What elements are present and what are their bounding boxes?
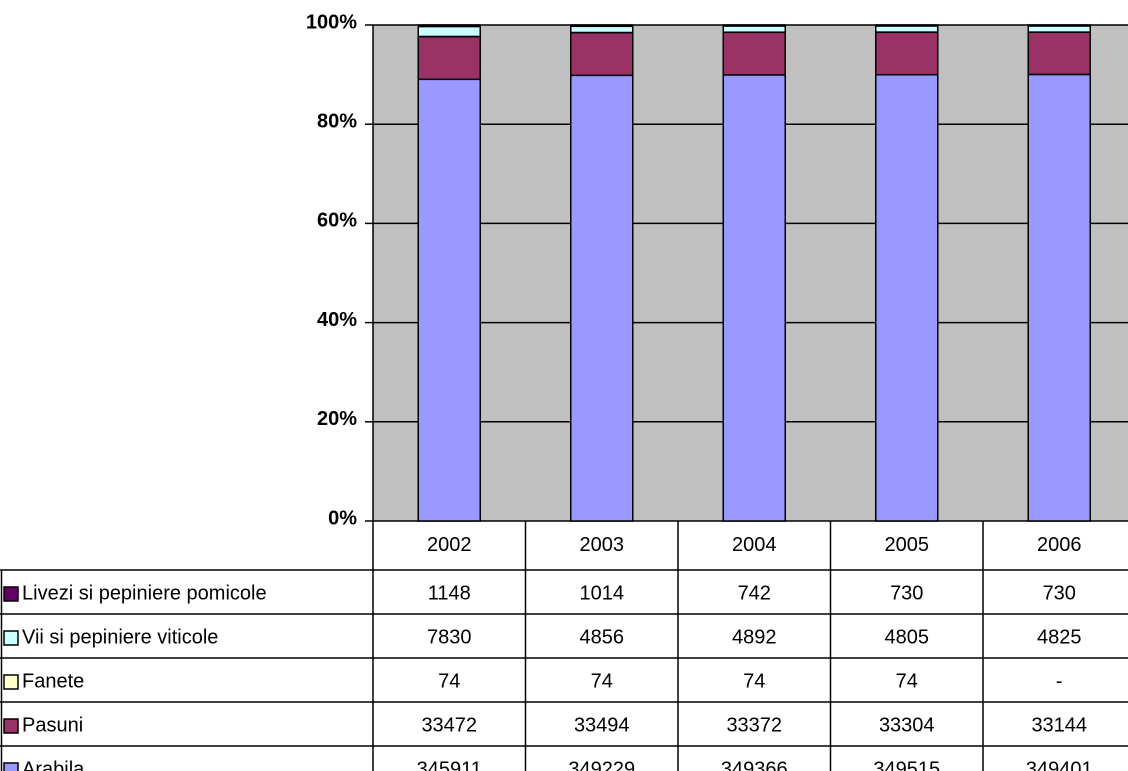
table-value: 33494 [574, 714, 630, 736]
bar-segment [570, 74, 634, 522]
table-value: 345911 [417, 758, 482, 771]
table-value: 4825 [1037, 626, 1082, 648]
table-value: 4805 [885, 626, 930, 648]
bar-segment [417, 25, 481, 38]
legend-key [3, 762, 19, 771]
table-value: 1014 [580, 582, 625, 604]
y-tick-label: 100% [306, 11, 357, 33]
table-value: 33304 [879, 714, 935, 736]
bar-segment [722, 24, 786, 27]
table-value: 33144 [1031, 714, 1087, 736]
table-value: 4856 [580, 626, 625, 648]
legend-label: Vii si pepiniere viticole [22, 626, 218, 648]
bar-segment [417, 35, 481, 81]
table-value: 74 [438, 670, 460, 692]
table-value: 33372 [726, 714, 782, 736]
table-value: 730 [1043, 582, 1076, 604]
table-value: 349366 [721, 758, 788, 771]
y-tick-label: 60% [317, 210, 357, 232]
legend-label: Livezi si pepiniere pomicole [22, 582, 267, 604]
bar-segment [1027, 24, 1091, 27]
x-tick-label: 2003 [580, 534, 625, 556]
bar-segment [722, 74, 786, 522]
legend-key [3, 630, 19, 646]
legend-label: Fanete [22, 670, 84, 692]
table-value: 349401 [1026, 758, 1093, 771]
bar-segment [722, 31, 786, 76]
legend-label: Pasuni [22, 714, 83, 736]
bar-segment [722, 25, 786, 33]
table-value: 7830 [427, 626, 472, 648]
table-value: 4892 [732, 626, 777, 648]
y-tick-label: 80% [317, 110, 357, 132]
legend-key [3, 586, 19, 602]
table-value: - [1056, 670, 1063, 692]
bar-segment [875, 73, 939, 522]
bar-segment [875, 31, 939, 76]
y-tick-label: 20% [317, 408, 357, 430]
legend-key [3, 718, 19, 734]
table-value: 33472 [421, 714, 477, 736]
table-value: 1148 [428, 582, 471, 604]
bar-segment [417, 24, 481, 28]
table-value: 349229 [568, 758, 635, 771]
bar-segment [570, 31, 634, 77]
bar-segment [417, 78, 481, 522]
bar-segment [875, 25, 939, 33]
x-tick-label: 2004 [732, 534, 777, 556]
table-value: 74 [743, 670, 765, 692]
table-value: 74 [896, 670, 918, 692]
x-tick-label: 2002 [427, 534, 472, 556]
bar-segment [570, 24, 634, 28]
y-tick-label: 0% [328, 507, 357, 529]
y-tick-label: 40% [317, 309, 357, 331]
bar-segment [570, 25, 634, 34]
bar-segment [1027, 25, 1091, 33]
legend-key [3, 674, 19, 690]
table-value: 742 [738, 582, 771, 604]
x-tick-label: 2005 [885, 534, 930, 556]
table-value: 74 [591, 670, 613, 692]
table-value: 349515 [873, 758, 940, 771]
bar-segment [1027, 31, 1091, 76]
bar-segment [1027, 73, 1091, 522]
bar-segment [875, 24, 939, 27]
table-value: 730 [890, 582, 923, 604]
x-tick-label: 2006 [1037, 534, 1082, 556]
legend-label: Arabila [22, 758, 85, 771]
